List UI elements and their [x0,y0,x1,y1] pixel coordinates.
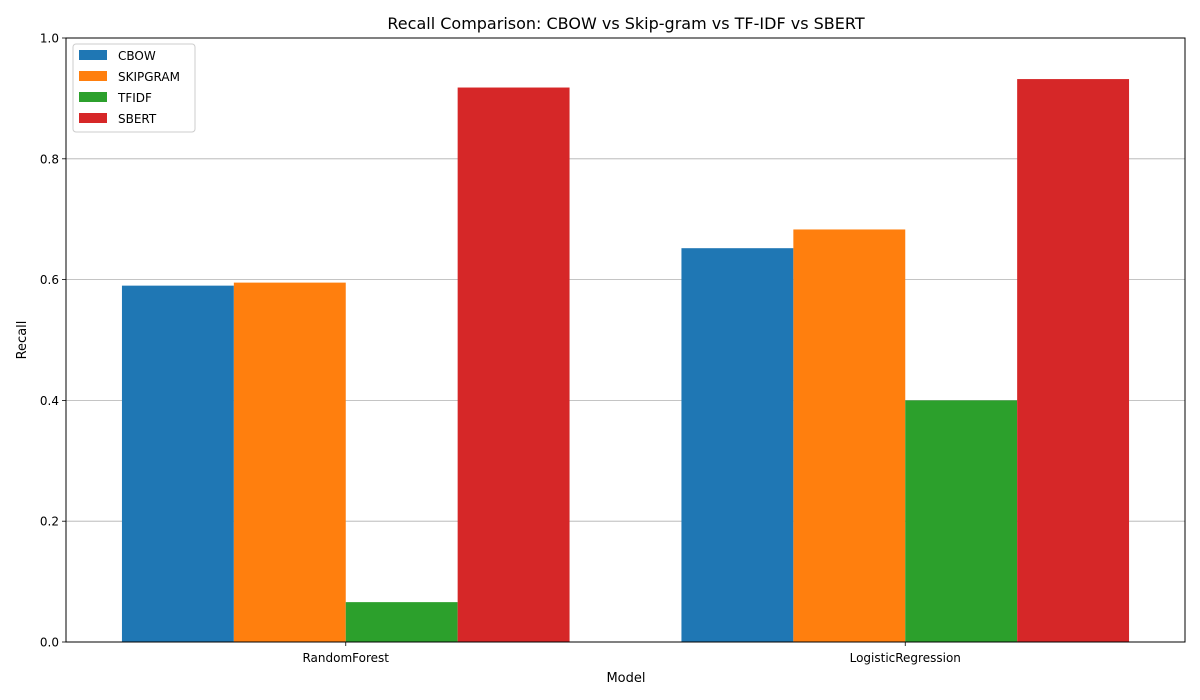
legend-swatch-tfidf [79,92,107,102]
legend-label-tfidf: TFIDF [117,91,152,105]
bar-sbert-randomforest [457,87,570,642]
legend-label-sbert: SBERT [118,112,157,126]
bar-skipgram-logisticregression [793,229,906,642]
plot-frame [65,37,1186,643]
bars [121,79,1130,642]
bar-cbow-logisticregression [681,248,794,642]
bar-skipgram-randomforest [233,282,346,642]
y-tick-label: 1.0 [40,32,59,46]
y-tick-label: 0.2 [40,515,59,529]
bar-cbow-randomforest [121,285,234,642]
legend-swatch-cbow [79,50,107,60]
y-tick-label: 0.4 [40,394,59,408]
bar-tfidf-logisticregression [905,400,1018,642]
legend-box [72,43,196,133]
legend: CBOW SKIPGRAM TFIDF SBERT [72,43,196,133]
legend-swatch-skipgram [79,71,107,81]
chart-title: Recall Comparison: CBOW vs Skip-gram vs … [387,14,864,33]
bar-tfidf-randomforest [345,602,458,642]
y-tick-label: 0.6 [40,273,59,287]
x-axis-label: Model [606,671,645,686]
y-axis-ticks: 0.0 0.2 0.4 0.6 0.8 1.0 [40,32,66,650]
bar-sbert-logisticregression [1017,79,1130,642]
x-tick-label: LogisticRegression [850,651,961,665]
y-tick-label: 0.0 [40,636,59,650]
y-axis-label: Recall [15,321,30,360]
x-axis-ticks: RandomForest LogisticRegression [302,642,961,665]
x-tick-label: RandomForest [302,651,389,665]
legend-label-skipgram: SKIPGRAM [118,70,180,84]
y-tick-label: 0.8 [40,152,59,166]
legend-swatch-sbert [79,113,107,123]
legend-label-cbow: CBOW [118,49,156,63]
